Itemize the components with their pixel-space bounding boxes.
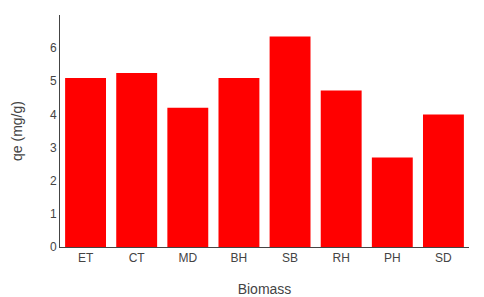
svg-text:Biomass: Biomass	[238, 281, 292, 297]
svg-text:qe (mg/g): qe (mg/g)	[9, 101, 25, 161]
svg-text:BH: BH	[231, 251, 248, 265]
svg-text:6: 6	[50, 41, 57, 55]
svg-text:MD: MD	[178, 251, 197, 265]
svg-text:CT: CT	[129, 251, 146, 265]
svg-text:3: 3	[50, 141, 57, 155]
svg-text:SB: SB	[282, 251, 298, 265]
svg-text:5: 5	[50, 74, 57, 88]
svg-text:2: 2	[50, 174, 57, 188]
svg-text:1: 1	[50, 207, 57, 221]
svg-text:ET: ET	[78, 251, 94, 265]
svg-text:4: 4	[50, 108, 57, 122]
svg-text:RH: RH	[333, 251, 350, 265]
svg-text:SD: SD	[435, 251, 452, 265]
svg-text:PH: PH	[384, 251, 401, 265]
svg-text:0: 0	[50, 240, 57, 254]
